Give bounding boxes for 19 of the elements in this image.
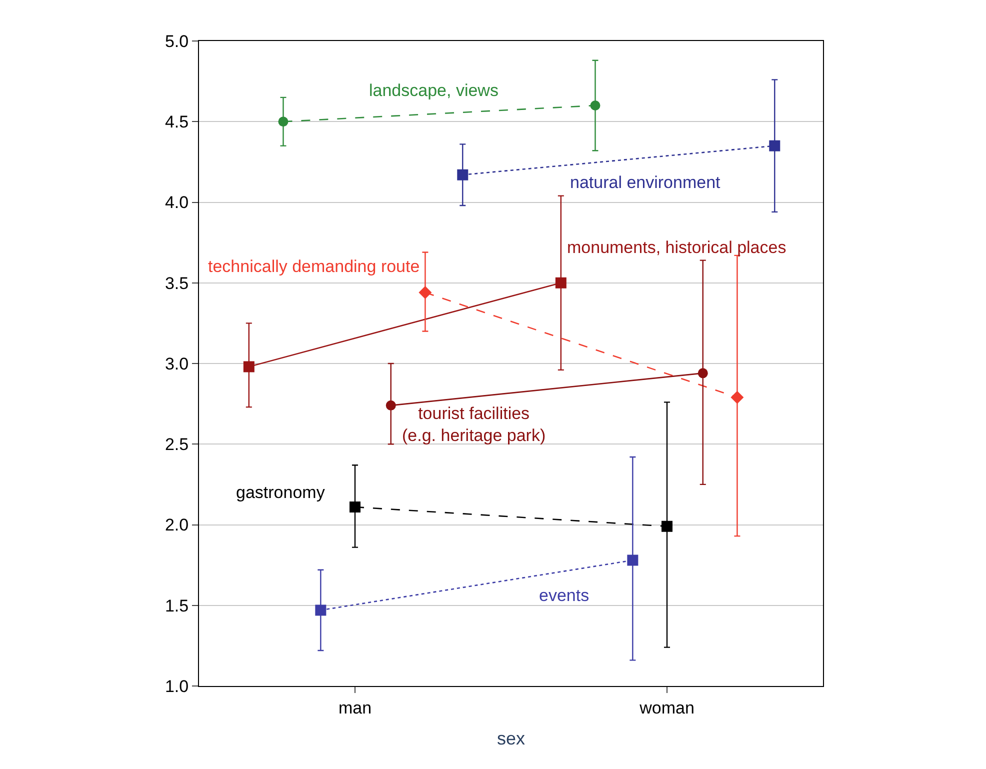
y-tick-label: 1.0 bbox=[164, 676, 189, 696]
x-axis-title: sex bbox=[496, 728, 526, 748]
series-label: tourist facilities (e.g. heritage park) bbox=[402, 404, 546, 446]
series-label: landscape, views bbox=[369, 81, 498, 100]
y-tick-label: 4.0 bbox=[164, 193, 189, 212]
y-tick-label: 4.5 bbox=[164, 112, 189, 132]
series-label: gastronomy bbox=[236, 483, 326, 502]
x-tick-label: man bbox=[338, 698, 372, 718]
series-label: events bbox=[539, 586, 590, 605]
y-tick-label: 5.0 bbox=[164, 32, 189, 51]
series-label: natural environment bbox=[570, 173, 721, 192]
y-tick-label: 2.5 bbox=[164, 435, 189, 454]
x-tick-label: woman bbox=[638, 698, 694, 718]
series-label: technically demanding route bbox=[208, 257, 420, 276]
y-tick-label: 1.5 bbox=[164, 596, 189, 616]
series-label: monuments, historical places bbox=[567, 238, 786, 257]
y-tick-label: 3.0 bbox=[164, 354, 189, 374]
y-tick-label: 3.5 bbox=[164, 274, 189, 293]
y-tick-label: 2.0 bbox=[164, 516, 189, 535]
